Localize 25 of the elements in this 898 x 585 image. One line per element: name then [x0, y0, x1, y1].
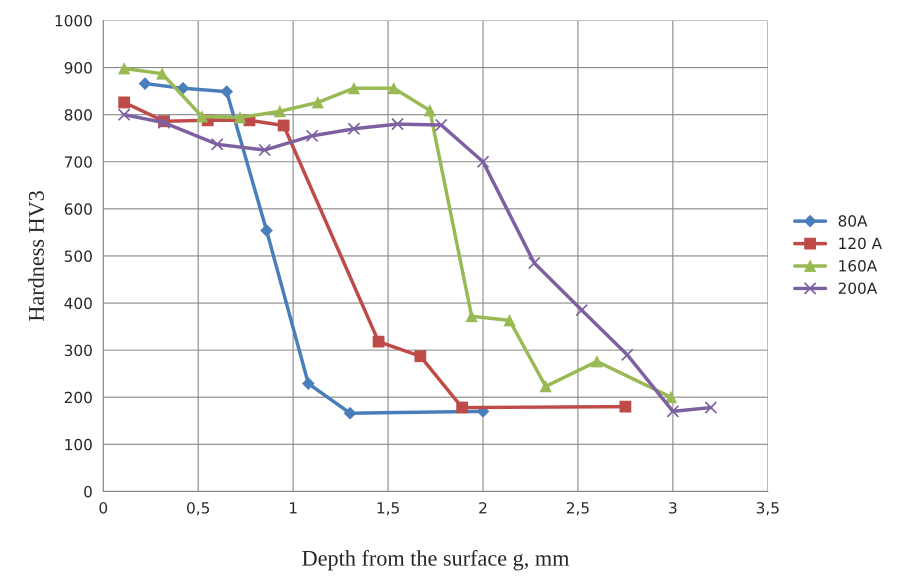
y-tick-label: 700	[64, 156, 92, 168]
x-axis-title: Depth from the surface g, mm	[302, 550, 570, 570]
y-tick-label: 300	[64, 344, 92, 356]
y-tick-label: 400	[64, 297, 92, 310]
legend-label: 160A	[839, 260, 878, 272]
y-tick-label: 800	[64, 109, 92, 121]
x-tick-label: 3	[669, 502, 676, 514]
y-tick-label: 600	[64, 203, 92, 215]
x-tick-label: 3,5	[756, 502, 779, 516]
x-tick-label: 2	[479, 502, 486, 514]
y-tick-label: 200	[64, 392, 92, 404]
legend-label: 120 A	[839, 238, 882, 250]
x-tick-label: 1	[290, 502, 297, 514]
x-tick-label: 0	[99, 502, 108, 514]
legend-label: 80A	[838, 215, 868, 227]
y-tick-label: 900	[64, 62, 92, 74]
y-tick-label: 500	[64, 250, 92, 262]
y-axis-title: Hardness HV3	[28, 191, 44, 322]
y-tick-label: 0	[84, 486, 92, 498]
x-tick-label: 0,5	[187, 502, 210, 516]
legend-label: 200A	[838, 282, 878, 294]
x-tick-label: 1,5	[378, 502, 399, 516]
y-tick-label: 100	[65, 438, 92, 450]
x-tick-label: 2,5	[566, 502, 589, 516]
y-tick-label: 1000	[56, 14, 92, 26]
